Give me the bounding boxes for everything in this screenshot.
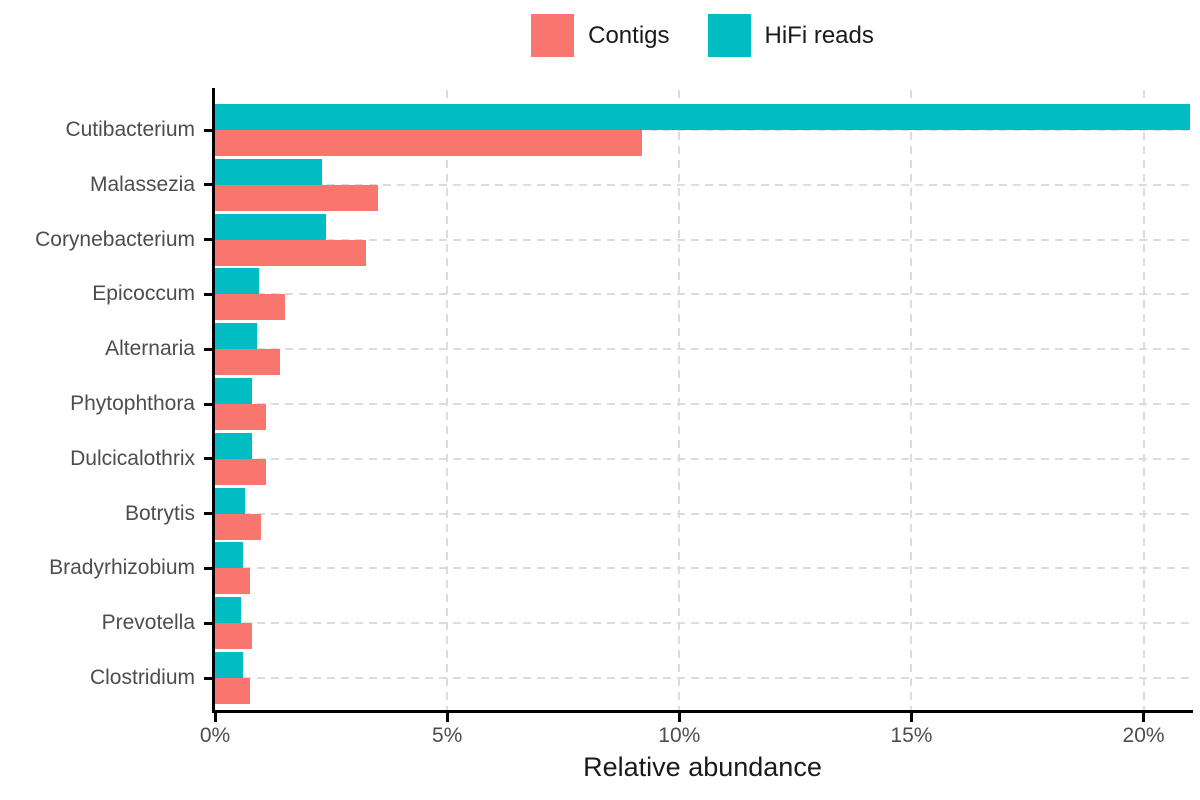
horizontal-gridline-cutibacterium	[215, 129, 1190, 131]
y-axis-label-phytophthora: Phytophthora	[70, 392, 195, 415]
y-tick-malassezia	[204, 183, 213, 187]
x-tick-0-	[213, 713, 217, 722]
x-axis-line	[212, 710, 1193, 713]
bar-hifi-reads-corynebacterium	[215, 213, 327, 240]
bar-contigs-epicoccum	[215, 294, 285, 321]
bar-contigs-cutibacterium	[215, 130, 643, 156]
horizontal-gridline-prevotella	[215, 622, 1190, 625]
y-tick-bradyrhizobium	[204, 566, 213, 570]
y-axis-label-cutibacterium: Cutibacterium	[65, 118, 195, 141]
y-axis-label-dulcicalothrix: Dulcicalothrix	[70, 446, 195, 470]
legend-label-hifi-reads: HiFi reads	[764, 21, 874, 49]
bar-hifi-reads-prevotella	[215, 597, 241, 624]
horizontal-gridline-dulcicalothrix	[215, 457, 1190, 460]
bar-hifi-reads-alternaria	[215, 323, 257, 350]
bar-contigs-dulcicalothrix	[215, 458, 267, 485]
x-tick-10-	[677, 713, 681, 722]
plot-panel	[215, 90, 1190, 712]
x-tick-15-	[909, 713, 913, 722]
legend-label-contigs: Contigs	[588, 21, 670, 49]
legend-item-hifi-reads: HiFi reads	[707, 14, 874, 57]
horizontal-gridline-malassezia	[215, 183, 1190, 186]
y-axis-label-malassezia: Malassezia	[89, 172, 195, 196]
bar-contigs-alternaria	[215, 349, 280, 376]
legend-swatch-contigs	[531, 14, 575, 57]
bar-hifi-reads-dulcicalothrix	[215, 432, 253, 459]
y-axis-label-epicoccum: Epicoccum	[92, 282, 195, 306]
x-tick-label-20-: 20%	[1122, 724, 1165, 747]
horizontal-gridline-alternaria	[215, 348, 1190, 351]
bar-contigs-bradyrhizobium	[215, 568, 250, 595]
bar-hifi-reads-malassezia	[215, 158, 322, 185]
y-axis-line	[212, 88, 215, 713]
bar-contigs-prevotella	[215, 623, 253, 650]
bar-hifi-reads-bradyrhizobium	[215, 542, 243, 569]
vertical-gridline-15-	[910, 90, 913, 712]
bar-hifi-reads-epicoccum	[215, 268, 260, 295]
y-tick-cutibacterium	[204, 128, 213, 132]
bar-hifi-reads-clostridium	[215, 652, 243, 678]
y-axis-label-prevotella: Prevotella	[101, 611, 195, 635]
legend: Contigs HiFi reads	[215, 14, 1190, 57]
y-axis-label-corynebacterium: Corynebacterium	[35, 227, 195, 251]
bar-contigs-clostridium	[215, 678, 250, 704]
bar-hifi-reads-cutibacterium	[215, 104, 1190, 130]
legend-item-contigs: Contigs	[531, 14, 670, 57]
horizontal-gridline-botrytis	[215, 512, 1190, 515]
vertical-gridline-5-	[446, 90, 449, 712]
x-axis-title: Relative abundance	[583, 752, 822, 782]
x-tick-label-15-: 15%	[890, 724, 933, 747]
y-tick-prevotella	[204, 621, 213, 625]
horizontal-gridline-bradyrhizobium	[215, 567, 1190, 570]
y-tick-botrytis	[204, 512, 213, 516]
legend-swatch-hifi-reads	[707, 14, 751, 57]
x-tick-20-	[1142, 713, 1146, 722]
horizontal-gridline-epicoccum	[215, 293, 1190, 296]
bar-contigs-botrytis	[215, 513, 262, 540]
y-tick-clostridium	[204, 676, 213, 680]
x-tick-5-	[445, 713, 449, 722]
x-tick-label-5-: 5%	[431, 724, 463, 747]
y-tick-phytophthora	[204, 402, 213, 406]
vertical-gridline-10-	[678, 90, 681, 712]
y-tick-dulcicalothrix	[204, 457, 213, 461]
y-axis-label-bradyrhizobium: Bradyrhizobium	[49, 556, 195, 580]
horizontal-gridline-phytophthora	[215, 403, 1190, 405]
y-axis-label-clostridium: Clostridium	[89, 666, 195, 689]
horizontal-gridline-corynebacterium	[215, 238, 1190, 241]
bar-hifi-reads-botrytis	[215, 487, 246, 514]
horizontal-gridline-clostridium	[215, 677, 1190, 679]
bar-contigs-phytophthora	[215, 404, 267, 430]
y-tick-corynebacterium	[204, 238, 213, 242]
y-tick-alternaria	[204, 347, 213, 351]
bar-hifi-reads-phytophthora	[215, 378, 253, 404]
y-tick-epicoccum	[204, 292, 213, 296]
y-axis-label-botrytis: Botrytis	[124, 501, 195, 525]
bar-contigs-corynebacterium	[215, 239, 366, 266]
vertical-gridline-20-	[1142, 90, 1145, 712]
y-axis-label-alternaria: Alternaria	[105, 337, 195, 361]
x-tick-label-10-: 10%	[658, 724, 701, 747]
x-tick-label-0-: 0%	[199, 724, 231, 747]
bar-contigs-malassezia	[215, 184, 378, 211]
